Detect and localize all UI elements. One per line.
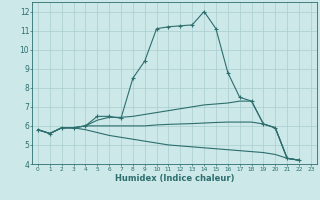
X-axis label: Humidex (Indice chaleur): Humidex (Indice chaleur) bbox=[115, 174, 234, 183]
